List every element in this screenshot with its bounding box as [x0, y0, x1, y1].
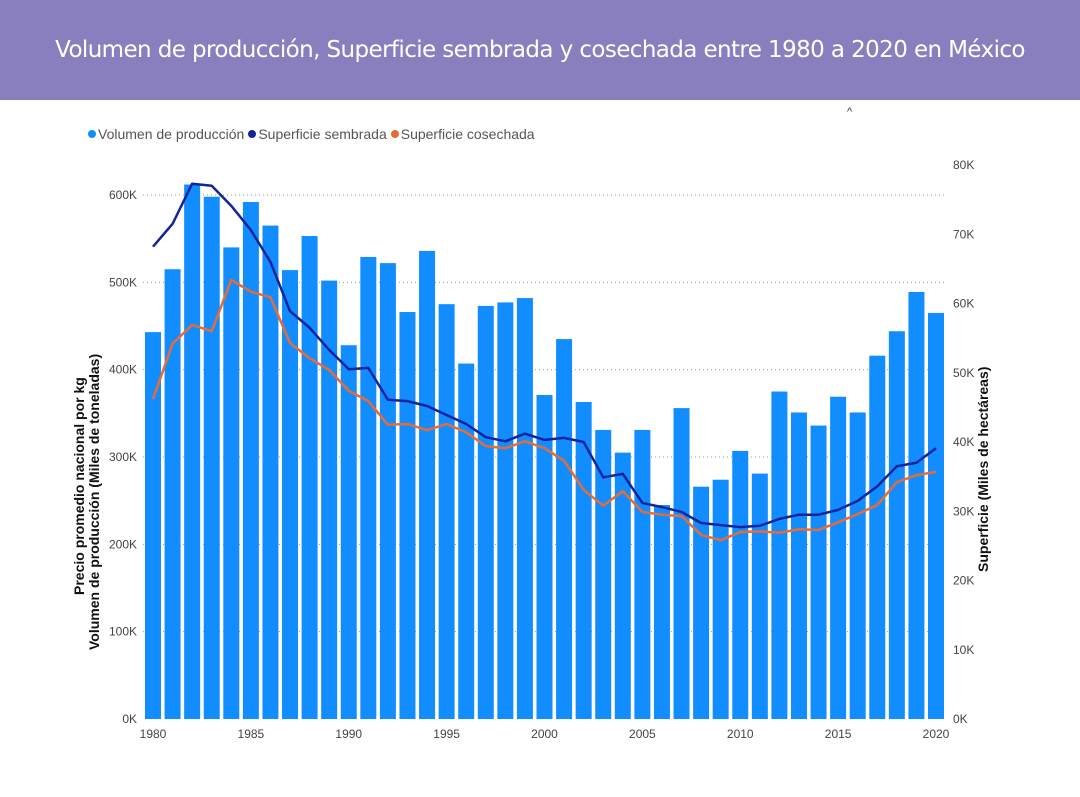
bar-1998 — [497, 302, 514, 719]
bar-2002 — [575, 401, 592, 719]
bar-2016 — [849, 412, 866, 719]
bar-1995 — [438, 304, 455, 719]
x-tick: 1985 — [238, 727, 265, 741]
y-tick-left: 300K — [109, 450, 137, 464]
x-tick: 1995 — [433, 727, 460, 741]
x-tick: 2010 — [727, 727, 754, 741]
bar-2006 — [653, 505, 670, 719]
bar-1988 — [301, 236, 318, 719]
bar-1987 — [282, 270, 299, 719]
bar-1993 — [399, 312, 416, 719]
bar-1989 — [321, 280, 338, 719]
legend-item-volumen[interactable]: Volumen de producción — [88, 126, 244, 142]
y-axis-title-right: Superficie (Miles de hectáreas) — [975, 367, 991, 572]
bar-2001 — [556, 339, 573, 719]
y-tick-right: 20K — [953, 574, 974, 588]
y-tick-right: 70K — [953, 227, 974, 241]
bar-2011 — [751, 473, 768, 719]
y-tick-left: 100K — [109, 625, 137, 639]
y-tick-right: 80K — [953, 158, 974, 172]
bar-1980 — [145, 332, 161, 719]
collapse-caret-icon[interactable]: ^ — [847, 106, 853, 118]
x-tick: 2020 — [923, 727, 950, 741]
bar-2004 — [614, 452, 631, 719]
x-tick: 1980 — [140, 727, 167, 741]
bar-1997 — [477, 305, 494, 719]
bar-2000 — [536, 394, 553, 719]
bar-2017 — [869, 355, 886, 719]
x-tick: 2005 — [629, 727, 656, 741]
y-tick-left: 600K — [109, 188, 137, 202]
legend: Volumen de producción Superficie sembrad… — [88, 126, 535, 142]
bar-2019 — [908, 291, 925, 719]
y-tick-left: 0K — [122, 712, 137, 726]
legend-label: Superficie cosechada — [400, 126, 535, 142]
title-banner: Volumen de producción, Superficie sembra… — [0, 0, 1080, 100]
legend-dot-icon — [248, 130, 257, 138]
bar-1984 — [223, 247, 240, 719]
x-tick: 2015 — [825, 727, 852, 741]
bar-1982 — [184, 184, 201, 719]
bar-1981 — [164, 269, 181, 719]
y-tick-right: 60K — [953, 297, 974, 311]
line-cosechada — [151, 278, 937, 542]
y-axis-title-overlap: Precio promedio nacional por kg — [71, 377, 87, 595]
bar-2018 — [888, 331, 905, 719]
bar-1992 — [379, 263, 396, 719]
y-tick-left: 200K — [109, 537, 137, 551]
legend-item-sembrada[interactable]: Superficie sembrada — [248, 126, 387, 142]
bar-2005 — [634, 429, 651, 719]
legend-dot-icon — [88, 130, 96, 138]
bar-2012 — [771, 391, 788, 719]
y-tick-right: 50K — [953, 366, 974, 380]
bar-1983 — [203, 196, 220, 719]
y-axis-title-left: Volumen de producción (Miles de tonelada… — [86, 354, 102, 650]
bar-2020 — [928, 312, 944, 719]
y-tick-right: 30K — [953, 504, 974, 518]
bar-2007 — [673, 408, 690, 719]
bar-1986 — [262, 225, 279, 720]
bar-2008 — [693, 486, 710, 719]
legend-item-cosechada[interactable]: Superficie cosechada — [390, 126, 535, 142]
y-tick-right: 40K — [953, 435, 974, 449]
bar-1996 — [458, 363, 475, 719]
bar-1994 — [419, 250, 436, 720]
y-tick-left: 400K — [109, 363, 137, 377]
bar-2010 — [732, 450, 749, 719]
bar-2013 — [790, 412, 807, 719]
legend-label: Volumen de producción — [98, 126, 245, 142]
legend-dot-icon — [390, 130, 399, 138]
line-sembrada — [152, 182, 937, 529]
bar-2009 — [712, 479, 729, 719]
x-tick: 1990 — [335, 727, 362, 741]
bar-1985 — [242, 201, 259, 719]
bar-1990 — [340, 345, 357, 719]
bar-2003 — [595, 429, 612, 719]
y-tick-right: 10K — [953, 643, 974, 657]
bar-1991 — [360, 257, 377, 719]
bar-1999 — [516, 298, 533, 719]
bar-2014 — [810, 425, 827, 719]
y-tick-left: 500K — [109, 275, 137, 289]
bar-2015 — [830, 396, 847, 719]
x-tick: 2000 — [531, 727, 558, 741]
legend-label: Superficie sembrada — [258, 126, 387, 142]
y-tick-right: 0K — [953, 712, 968, 726]
chart-title: Volumen de producción, Superficie sembra… — [55, 37, 1025, 63]
